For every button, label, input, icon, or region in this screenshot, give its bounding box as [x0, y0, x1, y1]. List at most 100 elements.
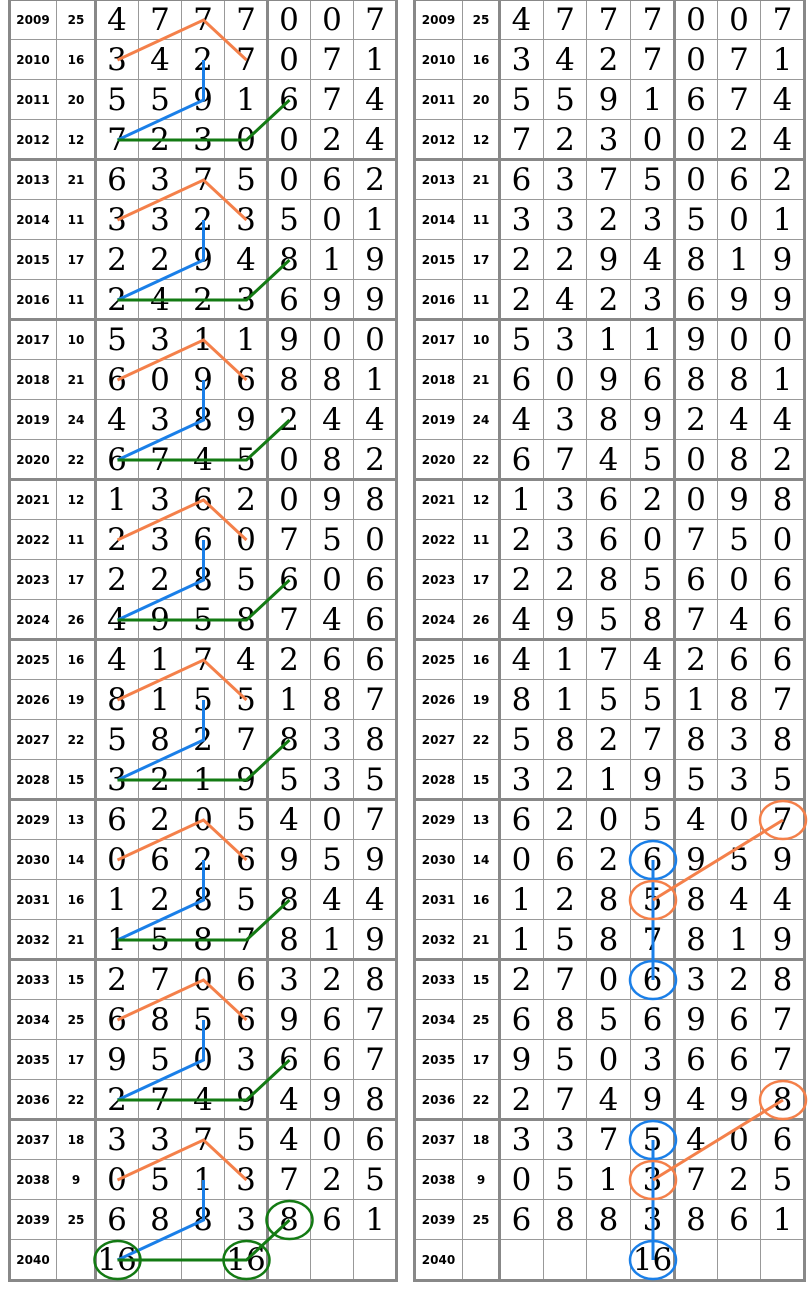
digit-cell: 9: [544, 600, 587, 640]
period-cell: 2039: [10, 1200, 57, 1240]
digit-cell: 9: [354, 840, 397, 880]
digit-cell: 8: [544, 1200, 587, 1240]
digit-cell: 3: [96, 760, 139, 800]
digit-cell: 6: [268, 560, 311, 600]
digit-cell: 0: [718, 800, 761, 840]
right-trend-table: 4228120092547770072010163427071201120559…: [413, 0, 808, 1282]
sum-cell: 21: [463, 360, 500, 400]
digit-cell: 3: [500, 40, 544, 80]
period-cell: 2015: [415, 240, 463, 280]
digit-cell: 0: [718, 200, 761, 240]
digit-cell: 1: [631, 320, 675, 360]
digit-cell: 0: [268, 120, 311, 160]
digit-cell: 2: [544, 560, 587, 600]
digit-cell: 8: [268, 880, 311, 920]
digit-cell: 2: [587, 280, 631, 320]
sum-cell: 21: [463, 920, 500, 960]
digit-cell: 0: [675, 160, 718, 200]
digit-cell: 7: [182, 640, 225, 680]
digit-cell: 9: [718, 1080, 761, 1120]
digit-cell: 8: [544, 720, 587, 760]
digit-cell: 3: [96, 200, 139, 240]
sum-cell: 22: [463, 1080, 500, 1120]
period-cell: 2023: [415, 560, 463, 600]
digit-cell: 6: [587, 520, 631, 560]
digit-cell: 8: [182, 400, 225, 440]
digit-cell: 9: [631, 400, 675, 440]
digit-cell: 5: [225, 1120, 268, 1160]
sum-cell: 12: [57, 480, 96, 520]
digit-cell: 3: [96, 1120, 139, 1160]
digit-cell: 6: [96, 1200, 139, 1240]
digit-cell: 6: [311, 1040, 354, 1080]
digit-cell: 3: [268, 960, 311, 1000]
digit-cell: 9: [268, 320, 311, 360]
digit-cell: 6: [225, 360, 268, 400]
digit-cell: [675, 1240, 718, 1280]
digit-cell: 8: [675, 1200, 718, 1240]
digit-cell: 5: [96, 720, 139, 760]
digit-cell: 5: [718, 840, 761, 880]
digit-cell: 8: [718, 680, 761, 720]
digit-cell: 7: [631, 0, 675, 40]
digit-cell: 0: [718, 320, 761, 360]
digit-cell: 4: [631, 240, 675, 280]
digit-cell: 7: [268, 600, 311, 640]
digit-cell: 8: [182, 920, 225, 960]
digit-cell: 0: [268, 440, 311, 480]
period-cell: 2036: [415, 1080, 463, 1120]
period-cell: 2015: [10, 240, 57, 280]
digit-cell: 3: [544, 520, 587, 560]
digit-cell: 2: [587, 200, 631, 240]
digit-cell: 0: [268, 0, 311, 40]
digit-cell: 0: [718, 0, 761, 40]
digit-cell: 3: [631, 1200, 675, 1240]
digit-cell: 7: [354, 680, 397, 720]
period-cell: 2038: [10, 1160, 57, 1200]
digit-cell: 9: [587, 360, 631, 400]
sum-cell: [463, 1240, 500, 1280]
digit-cell: 3: [500, 760, 544, 800]
digit-cell: 6: [96, 160, 139, 200]
digit-cell: 4: [225, 640, 268, 680]
digit-cell: 6: [268, 1040, 311, 1080]
digit-cell: 7: [139, 1080, 182, 1120]
sum-cell: 17: [57, 1040, 96, 1080]
sum-cell: 17: [463, 1040, 500, 1080]
digit-cell: 1: [544, 680, 587, 720]
digit-cell: 8: [96, 680, 139, 720]
digit-cell: 6: [631, 1000, 675, 1040]
digit-cell: 2: [587, 840, 631, 880]
digit-cell: 6: [587, 480, 631, 520]
sum-cell: 22: [463, 440, 500, 480]
digit-cell: 5: [500, 80, 544, 120]
digit-cell: 5: [544, 1160, 587, 1200]
digit-cell: 4: [761, 120, 805, 160]
digit-cell: 6: [139, 840, 182, 880]
digit-cell: 2: [718, 120, 761, 160]
digit-cell: 1: [182, 320, 225, 360]
digit-cell: 2: [500, 520, 544, 560]
digit-cell: 6: [354, 1120, 397, 1160]
sum-cell: 19: [57, 680, 96, 720]
digit-cell: 8: [675, 720, 718, 760]
digit-cell: 2: [631, 480, 675, 520]
digit-cell: 2: [139, 800, 182, 840]
digit-cell: [718, 1240, 761, 1280]
period-cell: 2020: [415, 440, 463, 480]
sum-cell: [57, 1240, 96, 1280]
digit-cell: 6: [500, 1000, 544, 1040]
period-cell: 2029: [10, 800, 57, 840]
digit-cell: 3: [587, 120, 631, 160]
digit-cell: 2: [139, 560, 182, 600]
digit-cell: 2: [544, 800, 587, 840]
sum-cell: 11: [57, 520, 96, 560]
digit-cell: 7: [354, 800, 397, 840]
period-cell: 2035: [10, 1040, 57, 1080]
sum-cell: 13: [57, 800, 96, 840]
digit-cell: 7: [96, 120, 139, 160]
digit-cell: 0: [311, 1120, 354, 1160]
period-cell: 2014: [10, 200, 57, 240]
digit-cell: 6: [225, 960, 268, 1000]
digit-cell: 4: [544, 40, 587, 80]
